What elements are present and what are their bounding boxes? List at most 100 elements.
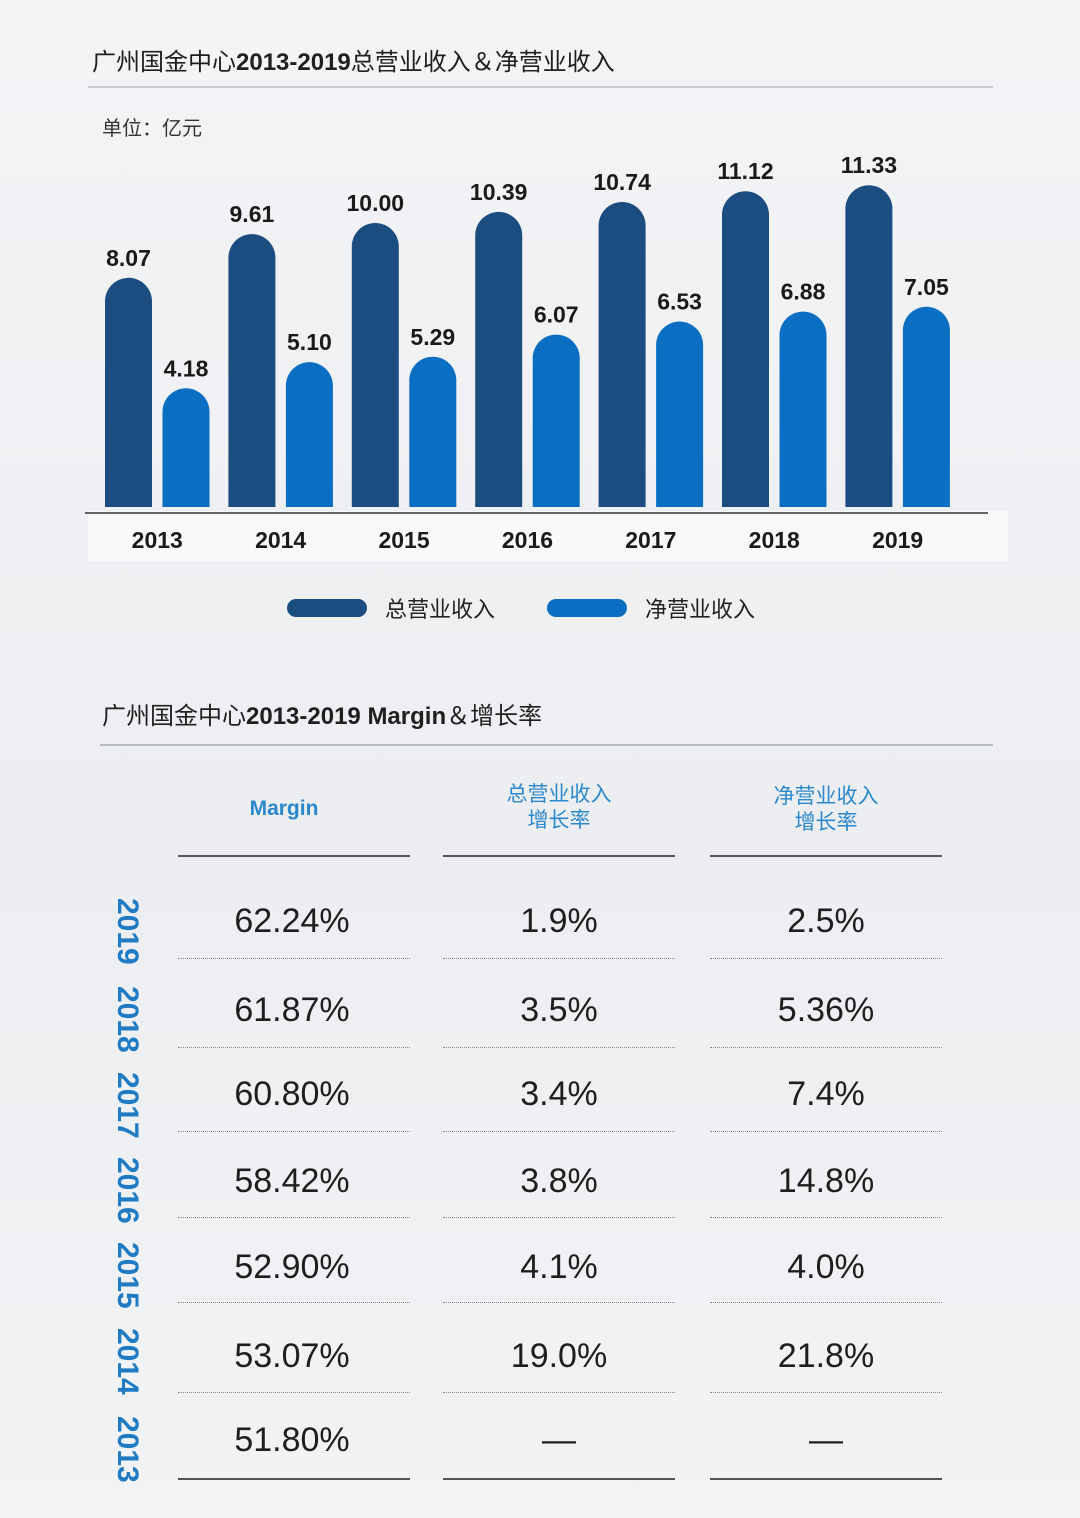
bar-net-revenue	[656, 321, 704, 507]
row-divider	[710, 1047, 942, 1048]
data-label: 4.18	[164, 355, 209, 381]
total-growth-cell: 1.9%	[520, 902, 598, 940]
legend-total-swatch	[287, 599, 367, 617]
row-divider	[443, 958, 675, 959]
margin-cell: 52.90%	[234, 1248, 350, 1286]
x-tick-label: 2013	[132, 527, 183, 553]
row-divider	[178, 1131, 410, 1132]
data-label: 10.00	[347, 190, 405, 216]
row-year: 2016	[104, 1143, 148, 1224]
legend-net: 净营业收入	[547, 592, 755, 624]
row-year: 2017	[104, 1058, 148, 1139]
row-divider	[710, 958, 942, 959]
row-divider	[710, 1131, 942, 1132]
total-growth-cell: 19.0%	[510, 1337, 608, 1375]
margin-cell: 60.80%	[234, 1075, 350, 1113]
data-label: 6.53	[657, 289, 702, 315]
table-bottom-rule	[443, 1478, 675, 1480]
net-growth-cell: 5.36%	[777, 991, 875, 1029]
bar-total-revenue	[598, 201, 646, 507]
table-title-suffix: ＆增长率	[446, 703, 543, 730]
chart-title-years: 2013-2019	[236, 49, 351, 76]
data-label: 7.05	[904, 274, 949, 300]
legend-total: 总营业收入	[287, 592, 495, 624]
bar-net-revenue	[162, 388, 210, 507]
margin-cell: 53.07%	[234, 1337, 350, 1375]
total-growth-cell: —	[542, 1421, 576, 1459]
legend-net-label: 净营业收入	[645, 597, 756, 622]
row-divider	[178, 1047, 410, 1048]
chart-title-suffix: 总营业收入＆净营业收入	[350, 49, 615, 76]
data-label: 11.33	[841, 152, 897, 178]
data-label: 6.07	[534, 302, 579, 328]
row-divider	[710, 1392, 942, 1393]
margin-cell: 61.87%	[234, 991, 350, 1029]
margin-cell: 51.80%	[234, 1421, 350, 1459]
header-underline-net	[710, 855, 942, 857]
row-year: 2015	[104, 1228, 148, 1309]
bar-total-revenue	[475, 211, 523, 507]
bar-total-revenue	[722, 191, 769, 507]
row-divider	[710, 1217, 942, 1218]
header-underline-margin	[178, 855, 410, 857]
total-growth-cell: 3.5%	[520, 991, 598, 1029]
row-divider	[710, 1302, 942, 1303]
legend-total-label: 总营业收入	[385, 597, 496, 622]
table-title: 广州国金中心2013-2019 Margin＆增长率	[102, 696, 542, 731]
data-label: 5.10	[287, 329, 332, 355]
net-growth-cell: 21.8%	[777, 1337, 875, 1375]
data-label: 10.39	[470, 179, 528, 205]
row-year-text: 2016	[111, 1157, 144, 1224]
net-growth-cell: 7.4%	[787, 1075, 865, 1113]
row-year: 2013	[104, 1402, 148, 1483]
bar-total-revenue	[105, 277, 152, 507]
total-growth-cell: 4.1%	[520, 1248, 598, 1286]
row-year-text: 2018	[111, 986, 144, 1053]
row-divider	[178, 1392, 410, 1393]
data-label: 5.29	[410, 324, 455, 350]
net-growth-cell: 14.8%	[777, 1162, 875, 1200]
bar-total-revenue	[351, 223, 399, 507]
unit-label: 单位：亿元	[102, 118, 202, 140]
x-tick-label: 2016	[502, 527, 553, 553]
header-net-growth-line1: 净营业收入	[773, 785, 879, 808]
table-title-divider	[100, 744, 993, 746]
bar-net-revenue	[532, 334, 580, 507]
chart-title: 广州国金中心2013-2019总营业收入＆净营业收入	[92, 42, 615, 77]
header-underline-total	[443, 855, 675, 857]
header-net-growth-line2: 增长率	[794, 811, 858, 834]
x-axis-band	[88, 511, 1008, 561]
row-divider	[178, 1217, 410, 1218]
header-net-growth: 净营业收入 增长率	[710, 784, 942, 836]
data-label: 9.61	[230, 201, 275, 227]
net-growth-cell: —	[809, 1421, 843, 1459]
header-total-growth-line1: 总营业收入	[506, 783, 612, 806]
net-growth-cell: 2.5%	[787, 902, 865, 940]
data-label: 10.74	[593, 169, 651, 195]
row-year-text: 2014	[111, 1328, 144, 1395]
row-year: 2018	[104, 972, 148, 1053]
margin-cell: 62.24%	[234, 902, 350, 940]
row-year-text: 2013	[111, 1416, 144, 1483]
table-title-bold: 2013-2019 Margin	[246, 703, 447, 730]
data-label: 11.12	[717, 158, 773, 184]
row-divider	[443, 1131, 675, 1132]
row-year-text: 2015	[111, 1242, 144, 1309]
header-total-growth: 总营业收入 增长率	[443, 782, 675, 834]
table-bottom-rule	[178, 1478, 410, 1480]
data-label: 6.88	[781, 279, 826, 305]
table-bottom-rule	[710, 1478, 942, 1480]
row-divider	[178, 1302, 410, 1303]
bar-net-revenue	[409, 356, 457, 507]
x-tick-label: 2015	[378, 527, 429, 553]
data-label: 8.07	[106, 245, 151, 271]
row-divider	[443, 1302, 675, 1303]
bar-net-revenue	[779, 311, 827, 507]
total-growth-cell: 3.4%	[520, 1075, 598, 1113]
title-divider	[88, 86, 993, 88]
row-year-text: 2017	[111, 1072, 144, 1139]
chart-title-prefix: 广州国金中心	[92, 49, 236, 76]
x-tick-label: 2017	[625, 527, 676, 553]
row-year: 2019	[104, 884, 148, 965]
table-title-prefix: 广州国金中心	[102, 703, 246, 730]
